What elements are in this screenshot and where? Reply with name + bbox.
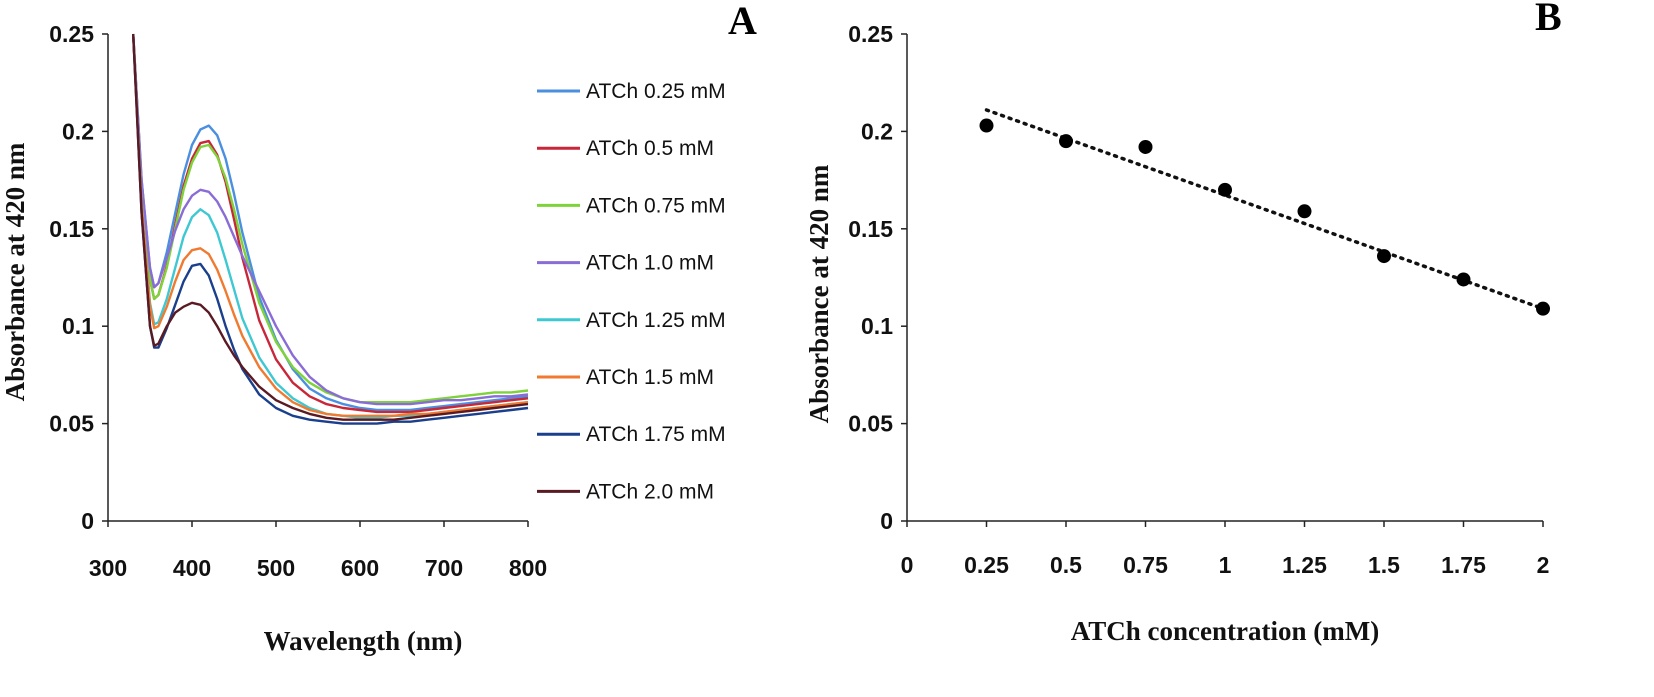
chart-a-legend: ATCh 0.25 mM ATCh 0.5 mM ATCh 0.75 mM ATCh … — [537, 80, 726, 503]
legend-label: ATCh 2.0 mM — [586, 480, 714, 503]
legend-label: ATCh 0.25 mM — [586, 80, 726, 103]
y-tick-label: 0.05 — [49, 411, 94, 437]
series-line — [132, 33, 529, 425]
x-tick-label: 0.5 — [1050, 552, 1082, 578]
x-tick-label: 1.75 — [1441, 552, 1486, 578]
y-tick-label: 0.25 — [848, 21, 893, 47]
chart-a-series — [132, 33, 529, 425]
y-tick-label: 0 — [880, 508, 893, 534]
chart-b-axes: 0 0.05 0.1 0.15 0.2 0.25 0 0.25 0.5 0.75 1 1.25 1.5 1… — [848, 21, 1549, 578]
panel-label-a: A — [728, 0, 757, 43]
series-line — [132, 33, 529, 421]
data-point — [1138, 139, 1153, 154]
legend-label: ATCh 1.0 mM — [586, 252, 714, 275]
x-tick-label: 0.25 — [964, 552, 1009, 578]
trendline — [984, 108, 1545, 311]
y-tick-label: 0.05 — [848, 411, 893, 437]
series-line — [132, 33, 529, 417]
x-tick-label: 1.5 — [1368, 552, 1400, 578]
y-tick-label: 0.15 — [848, 216, 893, 242]
chart-a-x-axis-label: Wavelength (nm) — [264, 626, 463, 656]
y-tick-label: 0.1 — [62, 313, 94, 339]
y-tick-label: 0.2 — [62, 118, 94, 144]
series-line — [132, 33, 529, 412]
legend-label: ATCh 0.5 mM — [586, 137, 714, 160]
data-point — [1218, 182, 1232, 197]
x-tick-label: 700 — [425, 555, 463, 581]
legend-label: ATCh 1.75 mM — [586, 423, 726, 446]
y-tick-label: 0.15 — [49, 216, 94, 242]
y-tick-label: 0.25 — [49, 21, 94, 47]
data-point — [1456, 272, 1471, 287]
data-point — [1377, 249, 1391, 264]
data-point — [1059, 134, 1073, 149]
chart-b-y-axis-label: Absorbance at 420 nm — [804, 164, 834, 423]
x-tick-label: 800 — [509, 555, 547, 581]
chart-panel-b: B 0 0.05 0.1 0.15 0.2 0.25 0 0.25 0.5 0.75 1 1.25 1.… — [804, 0, 1562, 646]
y-tick-label: 0 — [81, 508, 94, 534]
y-tick-label: 0.2 — [861, 118, 893, 144]
legend-label: ATCh 1.5 mM — [586, 366, 714, 389]
chart-b-points — [979, 118, 1550, 316]
x-tick-label: 600 — [341, 555, 379, 581]
legend-label: ATCh 0.75 mM — [586, 194, 726, 217]
chart-b-trendline — [984, 108, 1545, 311]
chart-b-x-axis-label: ATCh concentration (mM) — [1071, 616, 1379, 646]
x-tick-label: 400 — [173, 555, 211, 581]
series-line — [132, 33, 529, 404]
x-tick-label: 0.75 — [1123, 552, 1168, 578]
series-line — [132, 33, 529, 419]
panel-label-b: B — [1535, 0, 1562, 39]
x-tick-label: 300 — [89, 555, 127, 581]
data-point — [1297, 204, 1312, 219]
series-line — [132, 33, 529, 414]
y-tick-label: 0.1 — [861, 313, 893, 339]
x-tick-label: 500 — [257, 555, 295, 581]
chart-a-y-axis-label: Absorbance at 420 nm — [0, 142, 30, 401]
x-tick-label: 1.25 — [1282, 552, 1327, 578]
data-point — [979, 118, 994, 133]
x-tick-label: 1 — [1219, 552, 1232, 578]
data-point — [1536, 301, 1550, 316]
x-tick-label: 0 — [901, 552, 914, 578]
legend-label: ATCh 1.25 mM — [586, 309, 726, 332]
chart-a-axes: 0 0.05 0.1 0.15 0.2 0.25 300 400 500 600 700 800 — [49, 21, 547, 581]
series-line — [132, 33, 529, 406]
x-tick-label: 2 — [1537, 552, 1550, 578]
